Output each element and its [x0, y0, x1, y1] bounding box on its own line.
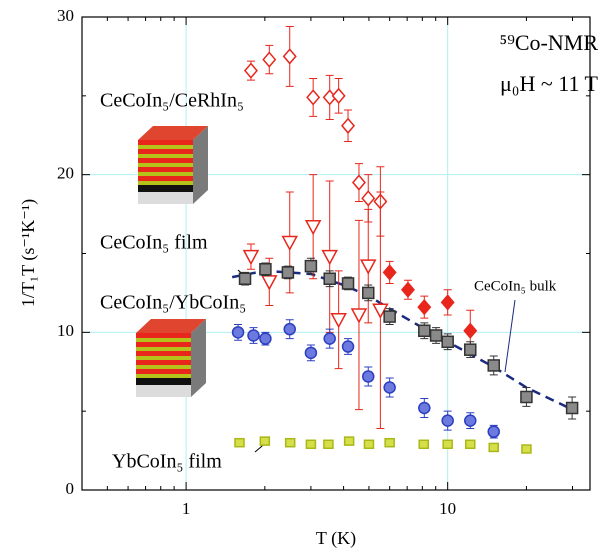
marker	[323, 272, 336, 285]
marker	[247, 329, 260, 342]
marker	[234, 437, 245, 448]
marker	[362, 286, 375, 300]
y-tick-label: 0	[66, 479, 75, 498]
marker	[382, 264, 397, 281]
marker	[282, 48, 297, 65]
x-tick-label: 10	[439, 499, 456, 518]
marker	[464, 414, 477, 427]
marker	[343, 436, 355, 446]
marker	[242, 249, 260, 266]
marker	[351, 174, 366, 191]
marker	[383, 310, 396, 323]
marker	[400, 281, 415, 298]
marker	[259, 263, 272, 276]
layer-illustration	[138, 126, 208, 204]
marker	[281, 235, 298, 252]
y-tick-label: 30	[57, 6, 74, 25]
marker	[262, 51, 277, 68]
marker	[520, 390, 533, 404]
marker	[281, 266, 295, 279]
marker	[464, 343, 477, 356]
legend-label: YbCoIn₅ film	[112, 451, 222, 473]
marker	[341, 340, 355, 353]
marker	[323, 439, 334, 450]
marker	[440, 294, 455, 311]
annotation-line	[504, 299, 516, 373]
marker	[565, 401, 579, 415]
marker	[304, 259, 318, 273]
legend-label: CeCoIn₅/CeRhIn₅	[100, 90, 244, 112]
legend-label: CeCoIn₅/YbCoIn₅	[100, 292, 246, 314]
marker	[341, 277, 355, 290]
y-tick-label: 10	[57, 321, 74, 340]
legend-label: CeCoIn₅ film	[100, 232, 208, 254]
marker	[418, 324, 431, 338]
marker	[330, 312, 347, 329]
marker	[383, 381, 396, 394]
marker	[359, 259, 377, 275]
marker	[283, 322, 296, 336]
layer-illustration	[136, 319, 206, 397]
marker	[350, 308, 368, 324]
marker	[259, 332, 272, 345]
chart-subtitle: μ₀H ~ 11 T	[500, 71, 599, 96]
marker	[321, 249, 338, 266]
marker	[243, 62, 258, 79]
marker	[304, 219, 322, 236]
y-tick-label: 20	[57, 164, 74, 183]
x-axis-label: T (K)	[316, 528, 356, 549]
marker	[306, 89, 321, 106]
marker	[305, 439, 317, 450]
chart-title: ⁵⁹Co-NMR	[500, 30, 599, 55]
marker	[341, 117, 356, 134]
marker	[465, 439, 476, 450]
marker	[418, 401, 431, 415]
marker	[488, 442, 499, 453]
marker	[259, 436, 271, 446]
marker	[304, 346, 318, 360]
marker	[261, 275, 278, 291]
marker	[418, 439, 429, 450]
marker	[361, 190, 376, 207]
x-tick-label: 1	[182, 499, 191, 518]
marker	[231, 326, 245, 339]
marker	[441, 414, 454, 427]
marker	[442, 439, 453, 450]
marker	[487, 425, 500, 438]
marker	[284, 437, 296, 448]
marker	[331, 87, 346, 104]
marker	[521, 444, 532, 454]
marker	[384, 437, 395, 448]
marker	[238, 272, 252, 285]
marker	[429, 329, 443, 342]
marker	[323, 332, 336, 345]
marker	[362, 370, 375, 383]
marker	[463, 322, 478, 339]
marker	[363, 439, 375, 450]
marker	[487, 359, 500, 372]
y-axis-label: 1/T₁T (s⁻¹K⁻¹)	[18, 199, 39, 307]
marker	[441, 335, 454, 349]
marker	[417, 298, 432, 316]
legend-label: CeCoIn₅ bulk	[474, 278, 557, 294]
